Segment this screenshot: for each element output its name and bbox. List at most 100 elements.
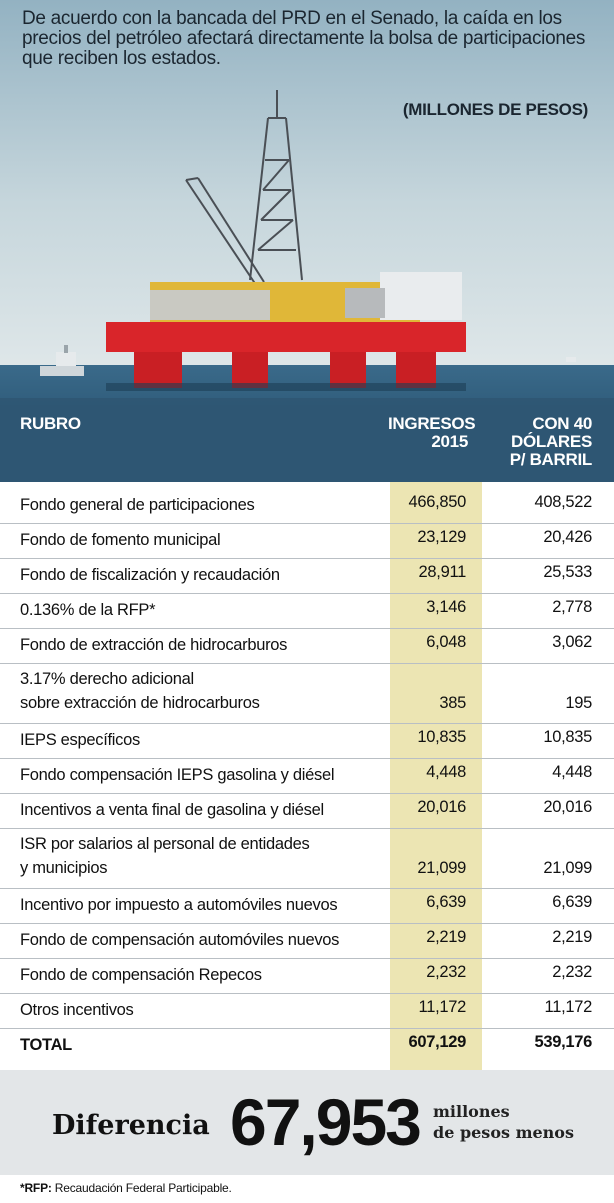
con-40-dolares-value: 6,639 xyxy=(552,893,592,911)
row-label-line: Fondo de compensación automóviles nuevos xyxy=(20,931,340,949)
ingresos-2015-value: 2,232 xyxy=(426,963,466,981)
row-label-line: Fondo general de participaciones xyxy=(20,496,255,514)
table-row: Incentivos a venta final de gasolina y d… xyxy=(0,793,614,829)
difference-unit-line: de pesos menos xyxy=(433,1123,574,1142)
ingresos-2015-value: 10,835 xyxy=(417,728,466,746)
column-header-con40-line: CON 40 xyxy=(532,414,592,433)
row-label-line: Fondo de extracción de hidrocarburos xyxy=(20,636,288,654)
row-label-line: Otros incentivos xyxy=(20,1001,134,1019)
con-40-dolares-value: 10,835 xyxy=(543,728,592,746)
con-40-dolares-value: 20,016 xyxy=(543,798,592,816)
ingresos-2015-value: 4,448 xyxy=(426,763,466,781)
row-label: ISR por salarios al personal de entidade… xyxy=(20,832,310,880)
row-label-line: 0.136% de la RFP* xyxy=(20,601,156,619)
ingresos-2015-value: 11,172 xyxy=(418,998,467,1016)
row-label-line: Fondo de fomento municipal xyxy=(20,531,221,549)
row-label-line: TOTAL xyxy=(20,1036,72,1054)
column-header-ingresos-line: INGRESOS xyxy=(388,414,476,433)
table-row: Fondo general de participaciones 466,850 4… xyxy=(0,488,614,524)
ingresos-2015-value: 23,129 xyxy=(417,528,466,546)
con-40-dolares-value: 408,522 xyxy=(534,493,592,511)
rig-hull xyxy=(106,322,466,352)
table-row: Fondo de compensación Repecos 2,232 2,232 xyxy=(0,958,614,994)
table-row: Otros incentivos 11,172 11,172 xyxy=(0,993,614,1029)
table-row: Fondo de compensación automóviles nuevos… xyxy=(0,923,614,959)
table-row: Incentivo por impuesto a automóviles nue… xyxy=(0,888,614,924)
con-40-dolares-value: 195 xyxy=(565,694,592,712)
row-label: 3.17% derecho adicional sobre extracción … xyxy=(20,667,260,715)
column-header-rubro: RUBRO xyxy=(20,414,81,433)
footnote-term: *RFP: xyxy=(20,1181,52,1195)
row-label: Fondo de compensación automóviles nuevos xyxy=(20,928,339,952)
column-header-con40-line: DÓLARES xyxy=(510,432,592,451)
row-label-line: Incentivo por impuesto a automóviles nue… xyxy=(20,896,338,914)
column-header-ingresos: INGRESOS 2015 xyxy=(388,414,476,451)
ingresos-2015-value: 28,911 xyxy=(418,563,467,581)
row-label-line: Fondo de fiscalización y recaudación xyxy=(20,566,280,584)
table-total-row: TOTAL 607,129 539,176 xyxy=(0,1028,614,1063)
row-label-line: Fondo de compensación Repecos xyxy=(20,966,262,984)
table-row: 3.17% derecho adicional sobre extracción … xyxy=(0,663,614,724)
ingresos-2015-value: 3,146 xyxy=(426,598,466,616)
column-header-con40-line: P/ BARRIL xyxy=(509,450,593,469)
ingresos-2015-value: 607,129 xyxy=(408,1033,466,1051)
table-row: ISR por salarios al personal de entidade… xyxy=(0,828,614,889)
difference-unit-line: millones xyxy=(433,1102,510,1121)
row-label: Incentivos a venta final de gasolina y d… xyxy=(20,798,324,822)
con-40-dolares-value: 11,172 xyxy=(544,998,593,1016)
table-row: Fondo de extracción de hidrocarburos 6,04… xyxy=(0,628,614,664)
boat-icon xyxy=(40,345,84,376)
row-label: Fondo de fiscalización y recaudación xyxy=(20,563,280,587)
con-40-dolares-value: 2,232 xyxy=(552,963,592,981)
row-label: Incentivo por impuesto a automóviles nue… xyxy=(20,893,338,917)
row-label-line: 3.17% derecho adicional xyxy=(20,670,194,688)
difference-value: 67,953 xyxy=(230,1085,422,1159)
row-label-line: y municipios xyxy=(20,859,108,877)
row-label: Fondo de compensación Repecos xyxy=(20,963,262,987)
unit-label: (MILLONES DE PESOS) xyxy=(402,100,588,119)
row-label: Fondo de fomento municipal xyxy=(20,528,221,552)
row-label-line: sobre extracción de hidrocarburos xyxy=(20,694,260,712)
derrick-icon xyxy=(249,90,303,281)
row-label: Fondo de extracción de hidrocarburos xyxy=(20,633,287,657)
oil-rig-illustration xyxy=(0,0,614,482)
ingresos-2015-value: 6,639 xyxy=(426,893,466,911)
row-label: IEPS específicos xyxy=(20,728,140,752)
footnote: *RFP: Recaudación Federal Participable. xyxy=(20,1181,232,1195)
header-photo: De acuerdo con la bancada del PRD en el … xyxy=(0,0,614,482)
row-label-line: Incentivos a venta final de gasolina y d… xyxy=(20,801,324,819)
difference-label: Diferencia xyxy=(52,1110,210,1141)
row-label: Otros incentivos xyxy=(20,998,134,1022)
table-row: Fondo de fomento municipal 23,129 20,426 xyxy=(0,523,614,559)
ingresos-2015-value: 2,219 xyxy=(426,928,466,946)
row-label-line: ISR por salarios al personal de entidade… xyxy=(20,835,310,853)
con-40-dolares-value: 20,426 xyxy=(543,528,592,546)
ingresos-2015-value: 6,048 xyxy=(426,633,466,651)
con-40-dolares-value: 4,448 xyxy=(552,763,592,781)
row-label-line: Fondo compensación IEPS gasolina y diése… xyxy=(20,766,335,784)
highlight-column xyxy=(390,482,482,1070)
intro-text: De acuerdo con la bancada del PRD en el … xyxy=(22,8,586,69)
con-40-dolares-value: 21,099 xyxy=(543,859,592,877)
difference-unit: millones de pesos menos xyxy=(433,1101,593,1143)
table-row: 0.136% de la RFP* 3,146 2,778 xyxy=(0,593,614,629)
con-40-dolares-value: 539,176 xyxy=(534,1033,592,1051)
table-row: IEPS específicos 10,835 10,835 xyxy=(0,723,614,759)
ingresos-2015-value: 385 xyxy=(439,694,466,712)
total-label: TOTAL xyxy=(20,1033,72,1057)
con-40-dolares-value: 3,062 xyxy=(552,633,592,651)
row-label: Fondo compensación IEPS gasolina y diése… xyxy=(20,763,335,787)
row-label: 0.136% de la RFP* xyxy=(20,598,156,622)
column-header-con40: CON 40 DÓLARES P/ BARRIL xyxy=(490,414,593,469)
crane-icon xyxy=(185,177,265,289)
con-40-dolares-value: 2,778 xyxy=(552,598,592,616)
table-row: Fondo compensación IEPS gasolina y diése… xyxy=(0,758,614,794)
footnote-text: Recaudación Federal Participable. xyxy=(51,1181,232,1195)
column-header-ingresos-line: 2015 xyxy=(431,432,468,451)
ingresos-2015-value: 466,850 xyxy=(408,493,466,511)
ingresos-2015-value: 21,099 xyxy=(417,859,466,877)
row-label: Fondo general de participaciones xyxy=(20,493,255,517)
con-40-dolares-value: 2,219 xyxy=(552,928,592,946)
difference-band: Diferencia 67,953 millones de pesos meno… xyxy=(0,1070,614,1175)
